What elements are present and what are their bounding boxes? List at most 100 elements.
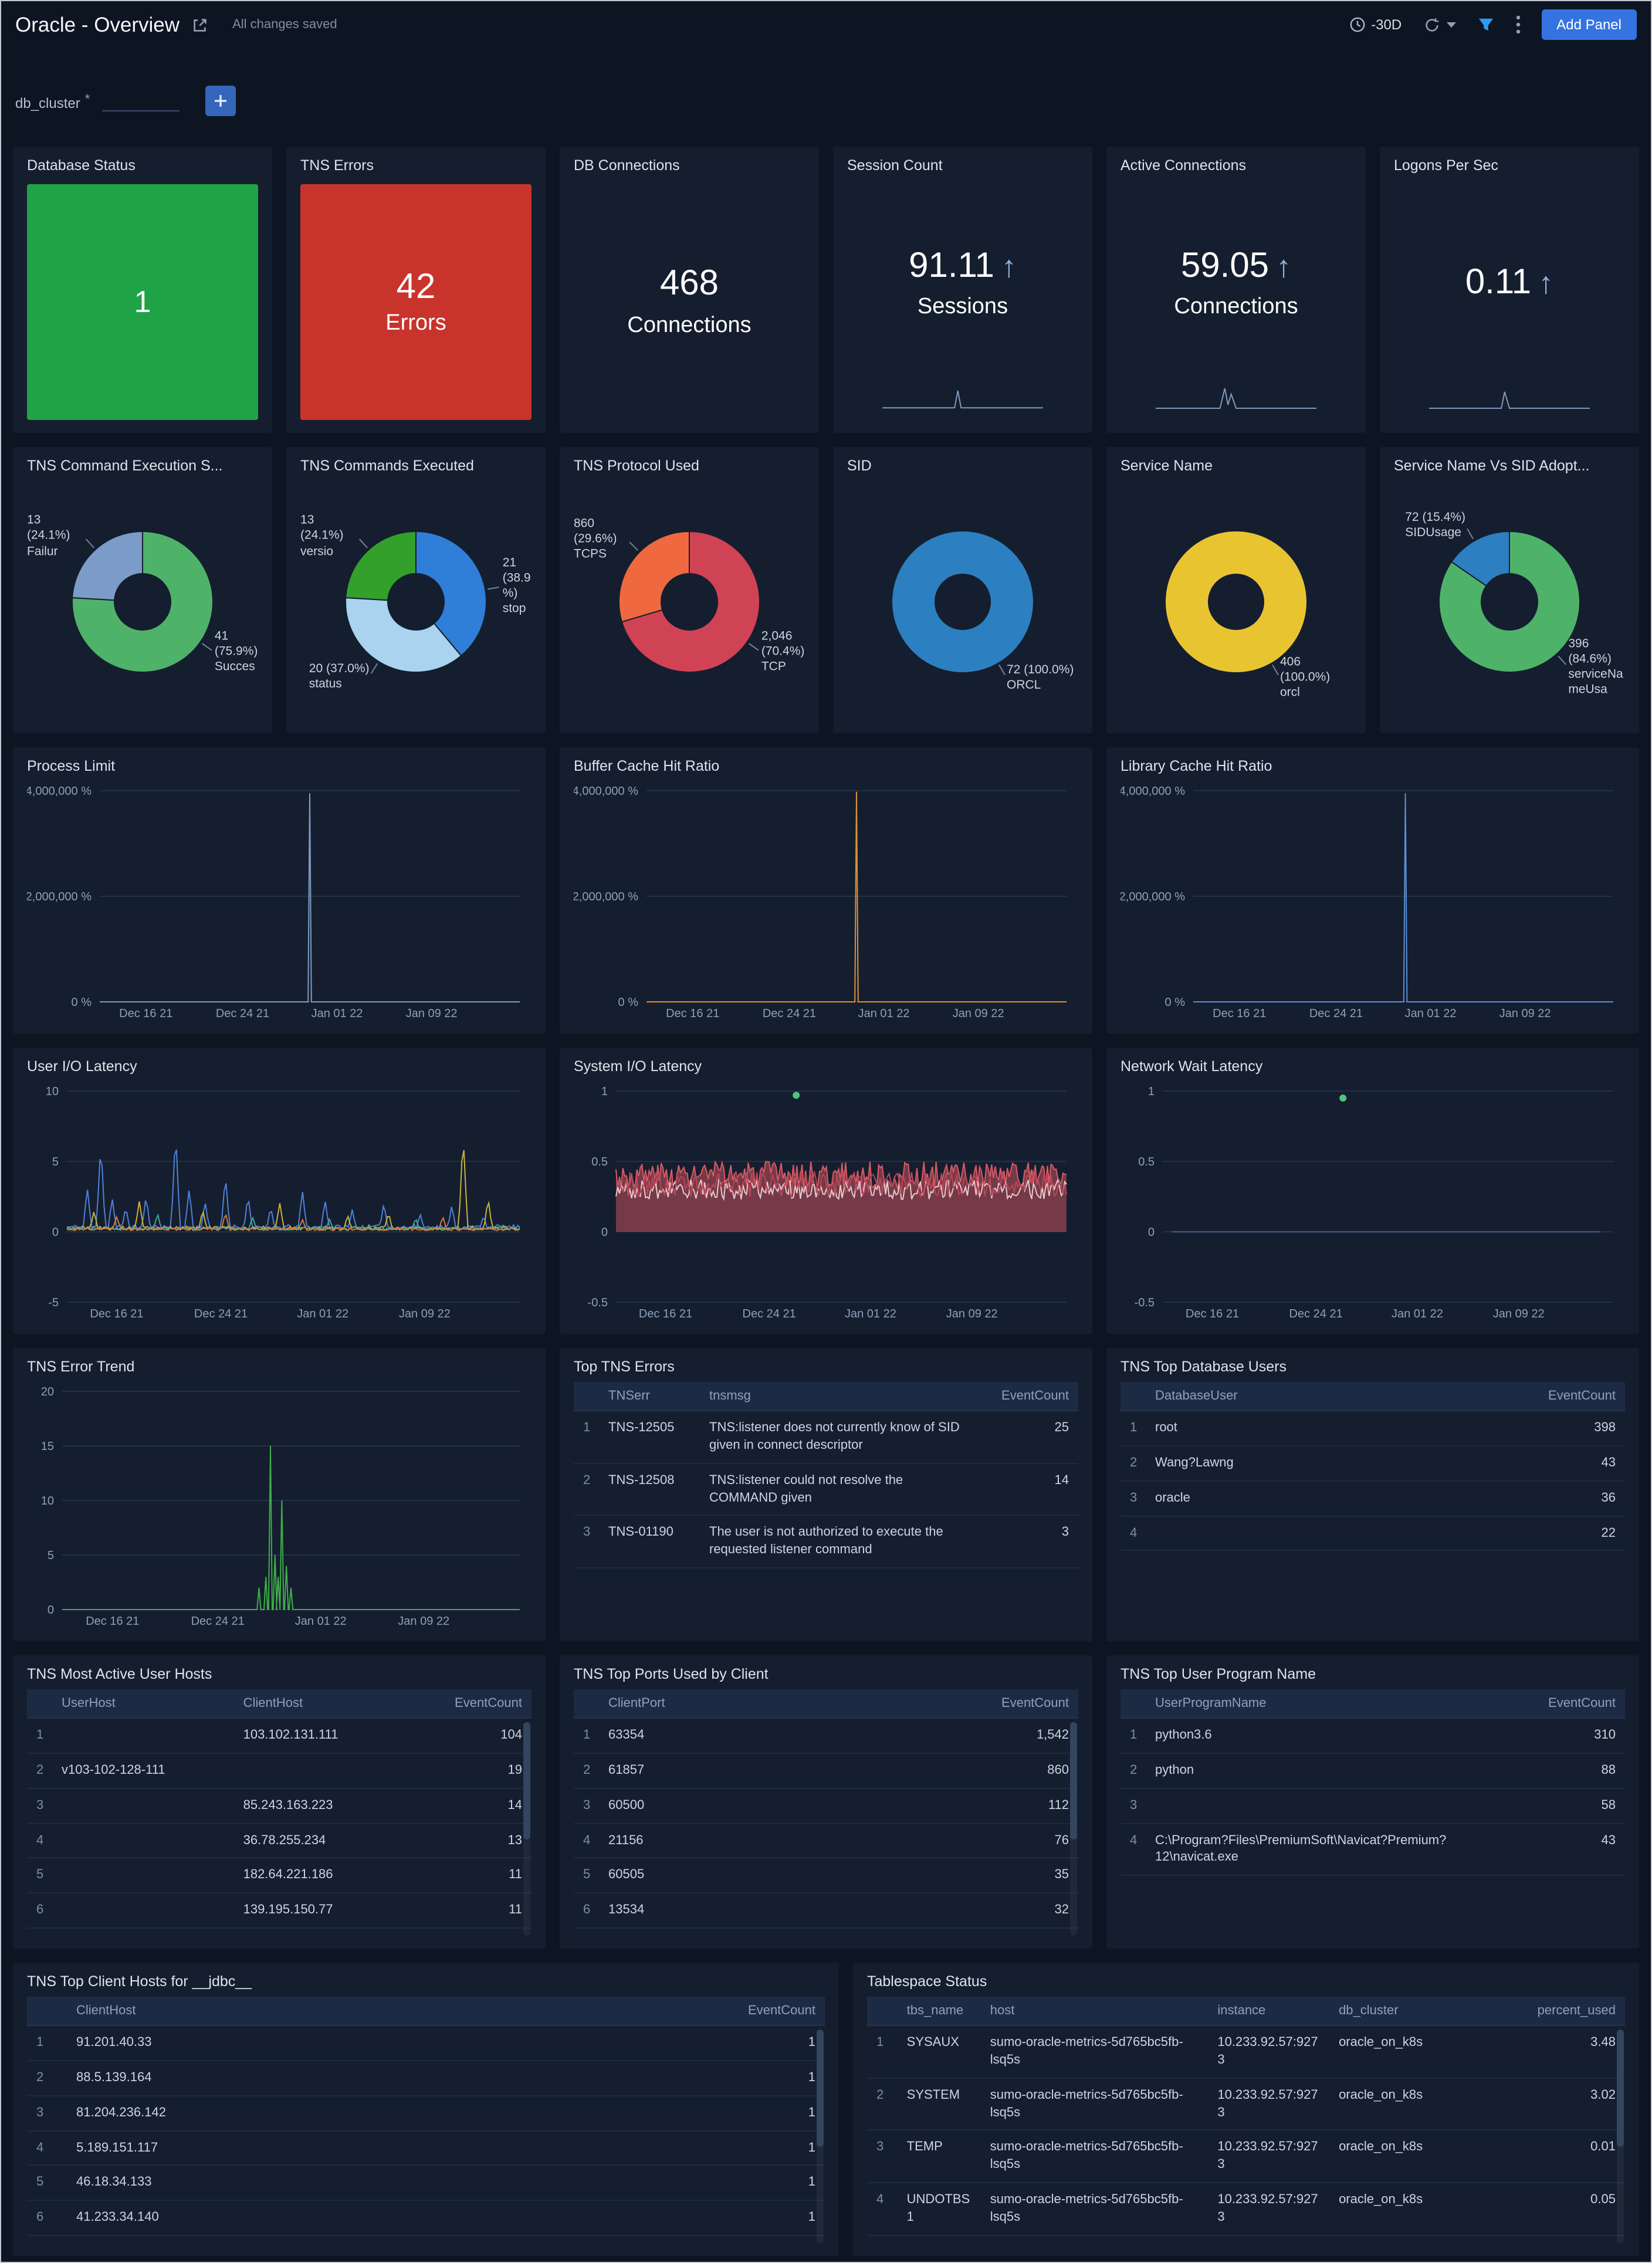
column-header[interactable]: UserProgramName — [1146, 1689, 1535, 1719]
svg-text:4,000,000 %: 4,000,000 % — [1120, 785, 1185, 798]
data-table: UserProgramName EventCount 1 python3.6 310 2 p… — [1120, 1689, 1625, 1876]
vertical-scrollbar[interactable] — [817, 2030, 824, 2243]
vertical-scrollbar[interactable] — [1617, 2030, 1624, 2243]
buffer-cache-chart: 0 % 2,000,000 % 4,000,000 % Dec 16 21 Dec 24… — [573, 781, 1078, 1029]
column-header[interactable]: ClientHost — [233, 1689, 421, 1719]
tns-errors-tile: 42 Errors — [300, 184, 532, 420]
column-header[interactable]: percent_used — [1465, 1997, 1625, 2026]
svg-text:Jan 09 22: Jan 09 22 — [946, 1307, 998, 1320]
top-bar: Oracle - Overview All changes saved -30D — [1, 1, 1651, 48]
column-header[interactable]: EventCount — [420, 1689, 532, 1719]
filter-label: db_cluster — [15, 94, 80, 111]
logons-value-block: 0.11 ↑ — [1394, 181, 1625, 385]
top-ports-table: ClientPort EventCount 1 63354 1,542 2 61857 860… — [574, 1689, 1078, 1938]
svg-text:Dec 16 21: Dec 16 21 — [119, 1007, 172, 1020]
filter-icon[interactable] — [1477, 16, 1494, 33]
trend-up-arrow: ↑ — [1538, 265, 1554, 300]
table-row: 4 36.78.255.234 13 — [27, 1823, 532, 1859]
panel-title: TNS Errors — [300, 157, 374, 174]
panel-user-io-latency: User I/O Latency -5 0 5 10 Dec 16 21 Dec 24 2… — [13, 1048, 546, 1334]
svg-text:2,000,000 %: 2,000,000 % — [574, 890, 638, 903]
panel-title: TNS Top Client Hosts for __jdbc__ — [27, 1973, 252, 1990]
table-row: 741.78.205.2541 — [27, 2235, 825, 2245]
column-header[interactable]: ClientHost — [67, 1997, 682, 2026]
column-header[interactable] — [574, 1382, 599, 1411]
table-row: 3 oracle 36 — [1120, 1481, 1625, 1517]
active-connections-sparkline — [1156, 385, 1316, 413]
panel-title: DB Connections — [574, 157, 680, 174]
tns-top-database-users-table: DatabaseUser EventCount 1 root 398 2 Wang?Lawn… — [1120, 1382, 1625, 1631]
kebab-menu-icon[interactable] — [1515, 15, 1520, 34]
column-header[interactable]: tbs_name — [897, 1997, 981, 2026]
vertical-scrollbar[interactable] — [1070, 1722, 1077, 1936]
add-filter-button[interactable] — [205, 86, 236, 116]
table-row: 4 21156 76 — [574, 1823, 1078, 1859]
add-panel-button[interactable]: Add Panel — [1541, 9, 1637, 40]
tablespace-status-table: tbs_name host instance db_cluster percent_us… — [867, 1997, 1625, 2245]
vertical-scrollbar[interactable] — [523, 1722, 530, 1936]
table-row: 5 182.64.221.186 11 — [27, 1858, 532, 1894]
panel-sid: SID 72 (100.0%) ORCL — [833, 447, 1092, 733]
table-row: 4 UNDOTBS1 sumo-oracle-metrics-5d765bc5fb-… — [867, 2183, 1625, 2236]
column-header[interactable]: EventCount — [972, 1382, 1078, 1411]
panel-tns-top-database-users: TNS Top Database Users DatabaseUser Event… — [1106, 1348, 1639, 1641]
svg-text:Jan 09 22: Jan 09 22 — [398, 1615, 449, 1628]
donut-slice-label: 20 (37.0%) status — [309, 660, 370, 691]
column-header[interactable]: host — [980, 1997, 1208, 2026]
table-row: 3 TEMP sumo-oracle-metrics-5d765bc5fb-lsq5… — [867, 2130, 1625, 2184]
refresh-control[interactable] — [1423, 16, 1456, 33]
panel-title: TNS Top Database Users — [1120, 1359, 1287, 1375]
panel-network-wait-latency: Network Wait Latency -0.5 0 0.5 1 Dec 16 21 D… — [1106, 1048, 1639, 1334]
tns-errors-value: 42 — [396, 267, 436, 306]
column-header[interactable]: tnsmsg — [700, 1382, 973, 1411]
svg-text:Jan 01 22: Jan 01 22 — [858, 1007, 910, 1020]
panel-title: TNS Commands Executed — [300, 458, 474, 474]
svg-text:Dec 16 21: Dec 16 21 — [666, 1007, 719, 1020]
table-row: 76060028 — [574, 1928, 1078, 1938]
donut-row: TNS Command Execution S... 41 (75.9%) Suc… — [13, 447, 1639, 733]
column-header[interactable] — [867, 1997, 898, 2026]
donut-slice-label: 406 (100.0%) orcl — [1280, 655, 1331, 700]
panel-title: TNS Most Active User Hosts — [27, 1666, 212, 1682]
time-range-control[interactable]: -30D — [1349, 16, 1402, 33]
tns-command-execution-donut: 41 (75.9%) Succes 13 (24.1%) Failur — [27, 481, 258, 729]
column-header[interactable]: UserHost — [52, 1689, 234, 1719]
column-header[interactable] — [27, 1997, 67, 2026]
column-header[interactable] — [574, 1689, 599, 1719]
svg-text:Jan 09 22: Jan 09 22 — [406, 1007, 458, 1020]
panel-tns-top-ports: TNS Top Ports Used by Client ClientPort E… — [560, 1655, 1092, 1949]
table-row: 3 60500 112 — [574, 1788, 1078, 1824]
svg-text:2,000,000 %: 2,000,000 % — [1120, 890, 1185, 903]
column-header[interactable]: ClientPort — [599, 1689, 957, 1719]
tns-error-trend-chart: 0 5 10 15 20 Dec 16 21 Dec 24 21 Jan 01 22 Jan 0… — [27, 1382, 532, 1637]
table-row: 6 13534 32 — [574, 1893, 1078, 1929]
column-header[interactable]: EventCount — [957, 1689, 1078, 1719]
column-header[interactable]: DatabaseUser — [1146, 1382, 1514, 1411]
svg-text:Jan 01 22: Jan 01 22 — [312, 1007, 363, 1020]
table-row: 4 C:\Program?Files\PremiumSoft\Navicat?Pr… — [1120, 1823, 1625, 1876]
svg-text:15: 15 — [41, 1440, 54, 1453]
donut-slice-label: 860 (29.6%) TCPS — [574, 516, 617, 562]
table-row: 2 88.5.139.164 1 — [27, 2060, 825, 2096]
column-header[interactable] — [27, 1689, 52, 1719]
column-header[interactable]: instance — [1208, 1997, 1330, 2026]
table-row: 2 TNS-12508 TNS:listener could not resolve… — [574, 1463, 1078, 1516]
top-user-program-table: UserProgramName EventCount 1 python3.6 310 2 p… — [1120, 1689, 1625, 1938]
donut-slice-label: 41 (75.9%) Succes — [214, 629, 258, 675]
column-header[interactable]: TNSerr — [599, 1382, 700, 1411]
panel-tablespace-status: Tablespace Status tbs_name host instance db… — [853, 1963, 1639, 2256]
svg-text:0: 0 — [48, 1604, 54, 1617]
column-header[interactable] — [1120, 1689, 1146, 1719]
panel-title: Service Name — [1120, 458, 1213, 474]
column-header[interactable]: EventCount — [1534, 1689, 1625, 1719]
panel-title: Library Cache Hit Ratio — [1120, 758, 1272, 774]
column-header[interactable]: EventCount — [1514, 1382, 1625, 1411]
svg-text:4,000,000 %: 4,000,000 % — [574, 785, 638, 798]
svg-text:Jan 01 22: Jan 01 22 — [295, 1615, 347, 1628]
svg-text:Dec 24 21: Dec 24 21 — [743, 1307, 796, 1320]
db-cluster-filter-input[interactable] — [101, 91, 180, 111]
column-header[interactable]: db_cluster — [1329, 1997, 1466, 2026]
column-header[interactable] — [1120, 1382, 1146, 1411]
share-icon[interactable] — [191, 16, 209, 33]
column-header[interactable]: EventCount — [681, 1997, 825, 2026]
